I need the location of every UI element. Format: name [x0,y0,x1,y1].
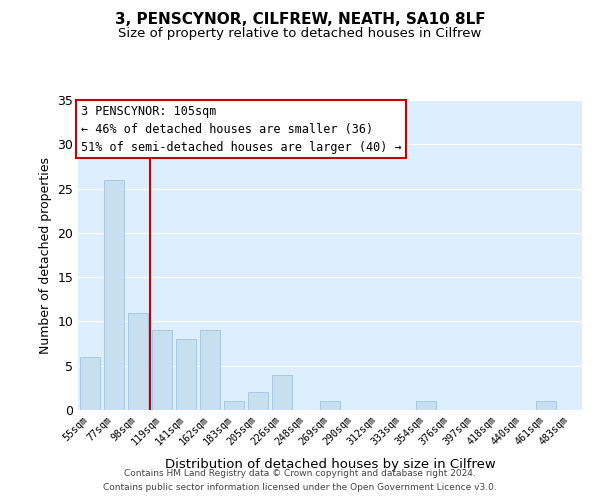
Text: 3, PENSCYNOR, CILFREW, NEATH, SA10 8LF: 3, PENSCYNOR, CILFREW, NEATH, SA10 8LF [115,12,485,28]
Bar [248,392,268,410]
Bar [176,339,196,410]
Bar [200,330,220,410]
Bar [104,180,124,410]
Bar [128,312,148,410]
Bar [536,401,556,410]
Bar [272,374,292,410]
Y-axis label: Number of detached properties: Number of detached properties [39,156,52,354]
Text: Size of property relative to detached houses in Cilfrew: Size of property relative to detached ho… [118,28,482,40]
Bar [416,401,436,410]
X-axis label: Distribution of detached houses by size in Cilfrew: Distribution of detached houses by size … [164,458,496,471]
Text: Contains HM Land Registry data © Crown copyright and database right 2024.: Contains HM Land Registry data © Crown c… [124,468,476,477]
Text: Contains public sector information licensed under the Open Government Licence v3: Contains public sector information licen… [103,484,497,492]
Bar [224,401,244,410]
Bar [152,330,172,410]
Bar [320,401,340,410]
Text: 3 PENSCYNOR: 105sqm
← 46% of detached houses are smaller (36)
51% of semi-detach: 3 PENSCYNOR: 105sqm ← 46% of detached ho… [80,104,401,154]
Bar [80,357,100,410]
